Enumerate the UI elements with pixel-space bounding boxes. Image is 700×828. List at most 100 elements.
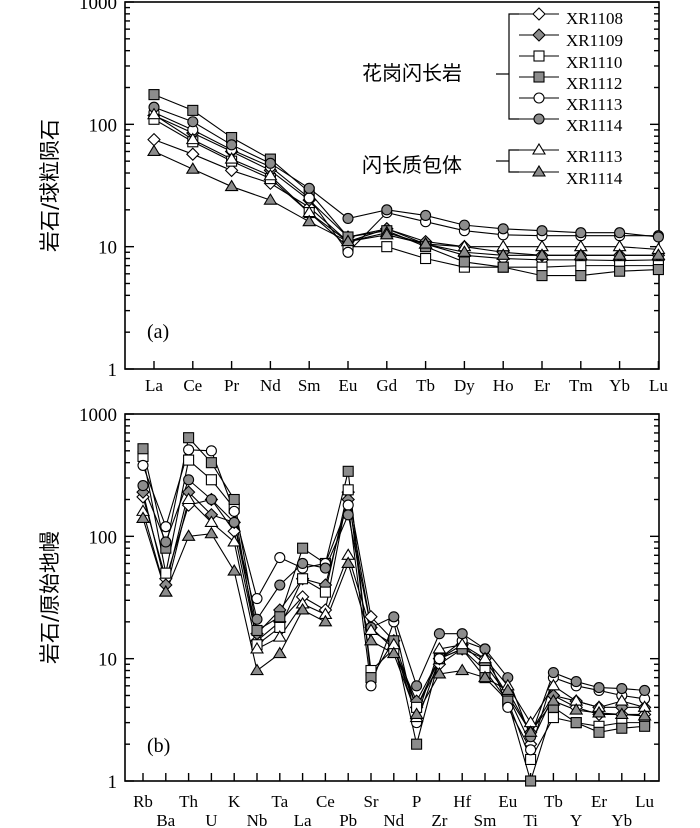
point-xr1113-enclave-u <box>204 515 219 527</box>
point-xr1114-enclave-pb <box>341 556 356 569</box>
point-xr1113-enclave-la <box>147 107 161 120</box>
point-xr1114-hf <box>456 628 468 640</box>
legend-marker-diamond-open <box>532 7 546 21</box>
legend-label-xr1110: XR1110 <box>566 53 622 72</box>
panel-a-ree-plot: 1 10 100 1000 La Ce Pr Nd Sm Eu Gd Tb Dy Ho Er Tm Yb Lu 岩石… <box>38 0 668 395</box>
point-xr1113-k <box>228 505 240 517</box>
point-xr1114-er <box>593 682 605 694</box>
x-tick-label-eu: Eu <box>339 376 358 395</box>
x-tick-label-ho: Ho <box>493 376 514 395</box>
x-tick-label-la: La <box>294 811 312 828</box>
point-xr1110-pb <box>342 484 354 496</box>
point-xr1114-enclave-er <box>592 705 606 718</box>
point-xr1114-enclave-p <box>409 707 424 719</box>
point-xr1113-sr <box>365 680 377 692</box>
series-line-xr1113-enclave <box>153 114 659 250</box>
point-xr1113-enclave-nd <box>263 168 278 181</box>
point-xr1113-enclave-sm <box>478 651 492 664</box>
point-xr1114-k <box>228 516 240 528</box>
point-xr1112-rb <box>137 443 149 455</box>
point-xr1110-ti <box>525 753 537 766</box>
x-tick-label-dy: Dy <box>454 376 475 395</box>
point-xr1110-gd <box>381 241 393 253</box>
y-tick-label: 1 <box>108 360 118 381</box>
point-xr1114-enclave-la <box>295 602 310 615</box>
point-xr1113-enclave-nb <box>250 641 264 654</box>
point-xr1110-tb <box>547 712 559 724</box>
point-xr1114-enclave-zr <box>432 666 447 679</box>
x-tick-label-rb: Rb <box>133 792 153 811</box>
point-xr1113-th <box>183 444 195 456</box>
point-xr1108-ce <box>186 147 200 161</box>
point-xr1113-rb <box>137 459 149 471</box>
point-xr1112-th <box>183 432 195 444</box>
point-xr1114-gd <box>381 204 393 216</box>
point-xr1114-enclave-yb <box>614 707 629 719</box>
point-xr1113-eu <box>342 246 354 258</box>
point-xr1112-pb <box>342 465 354 477</box>
point-xr1113-ti <box>525 744 537 756</box>
point-xr1112-la <box>148 89 160 101</box>
series-line-xr1110 <box>142 456 645 761</box>
point-xr1112-tm <box>575 270 587 282</box>
point-xr1114-enclave-sr <box>364 633 378 646</box>
point-xr1114-tb <box>547 667 559 679</box>
legend-label-xr1112: XR1112 <box>566 74 622 93</box>
legend: 花岗闪长岩 闪长质包体 XR1108 XR1109 XR1110 XR1112 … <box>362 7 623 188</box>
x-tick-label-nb: Nb <box>247 811 268 828</box>
point-xr1110-u <box>205 474 217 486</box>
legend-label-xr1109: XR1109 <box>566 31 623 50</box>
legend-label-xr1113-enclave: XR1113 <box>566 147 622 166</box>
point-xr1114-pr <box>226 139 238 151</box>
x-tick-label-sm: Sm <box>474 811 497 828</box>
legend-marker-square-filled <box>533 71 545 83</box>
point-xr1114-ce <box>319 562 331 574</box>
x-tick-label-yb: Yb <box>609 376 630 395</box>
series-line-xr1114 <box>153 106 659 238</box>
x-tick-label-ti: Ti <box>523 811 538 828</box>
point-xr1113-eu <box>502 701 514 713</box>
y-tick-label: 1000 <box>79 405 117 426</box>
point-xr1114-th <box>183 474 195 486</box>
series-line-xr1110 <box>153 118 659 268</box>
point-xr1114-p <box>411 680 423 692</box>
panel-label: (b) <box>147 735 170 757</box>
x-tick-label-sr: Sr <box>363 792 378 811</box>
y-tick-label: 100 <box>89 527 118 548</box>
plot-frame <box>124 1 660 370</box>
legend-group-granodiorite: 花岗闪长岩 <box>362 61 462 85</box>
point-xr1114-enclave-tb <box>418 237 433 249</box>
point-xr1110-tb <box>420 252 432 265</box>
legend-label-xr1114-enclave: XR1114 <box>566 169 623 188</box>
point-xr1114-la <box>297 557 309 570</box>
point-xr1114-enclave-nd <box>386 646 401 659</box>
point-xr1114-enclave-yb <box>612 248 627 260</box>
point-xr1113-ba <box>160 521 172 533</box>
x-tick-label-k: K <box>228 792 241 811</box>
point-xr1112-lu <box>639 720 651 732</box>
point-xr1114-ho <box>497 223 509 235</box>
point-xr1114-enclave-sm <box>478 670 492 683</box>
legend-label-xr1113: XR1113 <box>566 95 622 114</box>
x-tick-label-th: Th <box>179 792 198 811</box>
point-xr1114-rb <box>137 480 149 492</box>
point-xr1114-y <box>570 676 582 688</box>
point-xr1110-tm <box>575 260 587 272</box>
y-tick-label: 10 <box>98 650 117 671</box>
legend-label-xr1108: XR1108 <box>566 9 623 28</box>
x-tick-label-eu: Eu <box>498 792 517 811</box>
point-xr1114-enclave-dy <box>457 245 472 257</box>
point-xr1113-sm <box>303 192 315 204</box>
point-xr1112-y <box>570 717 582 729</box>
y-axis-label: 岩石/原始地幔 <box>38 531 62 664</box>
point-xr1114-enclave-tb <box>546 694 561 706</box>
legend-marker-circle-filled <box>533 113 545 125</box>
x-tick-label-zr: Zr <box>431 811 447 828</box>
point-xr1113-nb <box>251 593 263 605</box>
point-xr1114-enclave-ho <box>496 248 511 260</box>
point-xr1108-la <box>147 132 161 147</box>
point-xr1114-enclave-eu <box>500 683 515 695</box>
point-xr1114-enclave-rb <box>136 511 150 524</box>
point-xr1110-th <box>183 454 195 466</box>
